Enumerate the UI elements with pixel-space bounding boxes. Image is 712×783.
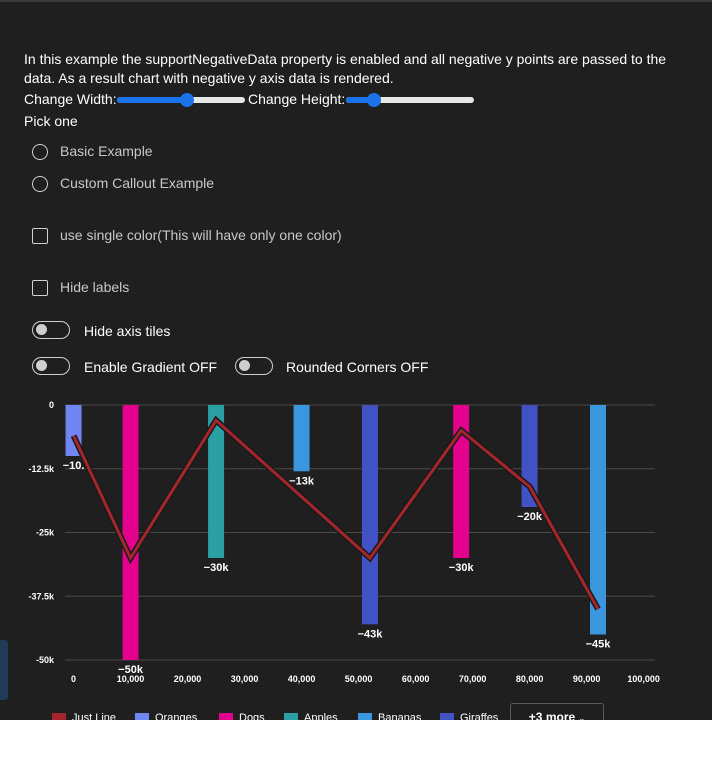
bar-data-label: −13k [289, 475, 315, 487]
x-tick-label: 30,000 [231, 674, 259, 684]
single-color-checkbox[interactable] [32, 228, 48, 244]
bar [293, 405, 310, 472]
legend-swatch [52, 713, 66, 720]
chevron-down-icon: ⌄ [578, 714, 586, 720]
width-slider-thumb[interactable] [180, 93, 195, 107]
height-label: Change Height: [248, 91, 346, 107]
x-tick-label: 60,000 [402, 674, 430, 684]
hide-labels-checkbox[interactable] [32, 280, 48, 296]
bar [361, 405, 378, 625]
legend-swatch [440, 713, 454, 720]
legend-item[interactable]: Giraffes [440, 712, 498, 720]
x-tick-label: 70,000 [459, 674, 487, 684]
bar [122, 405, 139, 660]
rounded-corners-label: Rounded Corners OFF [286, 359, 429, 375]
y-tick-label: -25k [36, 528, 55, 538]
bar-data-label: −43k [358, 628, 384, 640]
side-panel-tab[interactable] [0, 640, 8, 700]
hide-axis-toggle[interactable] [32, 321, 70, 339]
x-tick-label: 0 [71, 674, 76, 684]
legend-swatch [358, 713, 372, 720]
gradient-toggle-knob [36, 360, 47, 371]
legend-more-button[interactable]: +3 more ⌄ [510, 703, 604, 720]
bar [208, 405, 225, 558]
legend-label: Oranges [155, 712, 198, 720]
legend-item[interactable]: Dogs [219, 712, 265, 720]
rounded-corners-toggle-knob [239, 360, 250, 371]
bar [453, 405, 470, 558]
width-slider-fill [117, 97, 188, 103]
bar-data-label: −20k [517, 511, 543, 523]
width-label: Change Width: [24, 91, 117, 107]
legend-item[interactable]: Apples [284, 712, 338, 720]
legend-swatch [284, 713, 298, 720]
legend-label: Giraffes [460, 712, 499, 720]
bar [589, 405, 606, 635]
legend-label: Just Line [72, 712, 117, 720]
legend-item[interactable]: Just Line [52, 712, 116, 720]
y-tick-label: -37.5k [28, 591, 55, 601]
single-color-label: use single color(This will have only one… [60, 227, 342, 243]
description-text: In this example the supportNegativeData … [24, 51, 667, 86]
radio-custom-callout-example[interactable] [32, 176, 48, 192]
bar-data-label: −45k [586, 639, 612, 651]
bar-data-label: −10. [63, 460, 85, 472]
legend-swatch [219, 713, 233, 720]
radio-basic-example-label: Basic Example [60, 143, 153, 159]
x-tick-label: 100,000 [627, 674, 660, 684]
x-tick-label: 40,000 [288, 674, 316, 684]
legend-label: Bananas [378, 712, 422, 720]
x-tick-label: 10,000 [117, 674, 145, 684]
legend-label: Apples [304, 712, 338, 720]
top-divider [0, 0, 712, 2]
legend-more-label: +3 more [528, 710, 576, 720]
bar-data-label: −50k [118, 664, 144, 676]
line-series [72, 417, 600, 610]
bar-data-label: −30k [204, 562, 230, 574]
width-slider[interactable] [117, 93, 245, 107]
legend-swatch [135, 713, 149, 720]
y-tick-label: -12.5k [28, 464, 55, 474]
legend-label: Dogs [239, 712, 265, 720]
x-tick-label: 90,000 [573, 674, 601, 684]
bar-data-label: −30k [449, 562, 475, 574]
x-tick-label: 50,000 [345, 674, 373, 684]
gradient-toggle[interactable] [32, 357, 70, 375]
hide-labels-label: Hide labels [60, 279, 130, 295]
x-tick-label: 80,000 [516, 674, 544, 684]
radio-custom-callout-label: Custom Callout Example [60, 175, 215, 191]
radio-basic-example[interactable] [32, 144, 48, 160]
vertical-bar-chart: 0 -12.5k -25k -37.5k -50k 0 10,000 20,000 30,000… [28, 400, 660, 684]
hide-axis-label: Hide axis tiles [84, 323, 171, 339]
rounded-corners-toggle[interactable] [235, 357, 273, 375]
pick-one-label: Pick one [24, 113, 78, 129]
hide-axis-toggle-knob [36, 324, 47, 335]
height-slider[interactable] [346, 93, 474, 107]
app-surface: In this example the supportNegativeData … [0, 0, 712, 720]
height-slider-fill [346, 97, 375, 103]
legend-item[interactable]: Oranges [135, 712, 197, 720]
legend-item[interactable]: Bananas [358, 712, 421, 720]
y-tick-label: -50k [36, 655, 55, 665]
x-tick-label: 20,000 [174, 674, 202, 684]
gradient-label: Enable Gradient OFF [84, 359, 218, 375]
y-tick-label: 0 [49, 400, 54, 410]
height-slider-thumb[interactable] [367, 93, 382, 107]
